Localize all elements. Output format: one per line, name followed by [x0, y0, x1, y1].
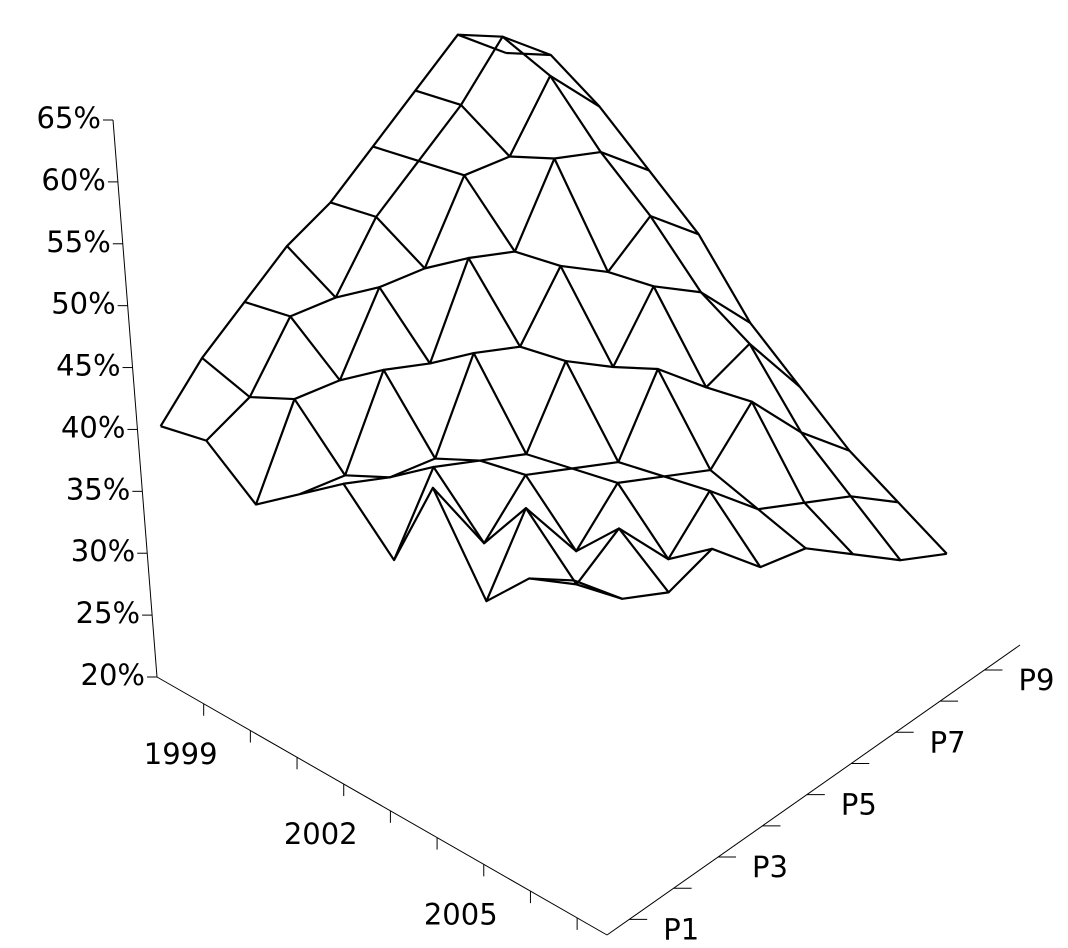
- surface-row: [299, 150, 650, 496]
- surface-column: [506, 51, 948, 555]
- x-tick-label: 1999: [144, 737, 218, 771]
- surface-column: [160, 425, 574, 603]
- z-tick-label: 60%: [41, 163, 105, 197]
- surface-column: [201, 357, 623, 600]
- y-axis: [606, 644, 1021, 936]
- surface-column: [244, 300, 670, 594]
- surface-column: [415, 89, 854, 556]
- z-axis: [112, 119, 158, 678]
- y-tick-label: P1: [663, 912, 699, 946]
- y-tick-label: P3: [752, 850, 788, 884]
- y-tick-label: P7: [930, 725, 966, 759]
- z-tick-label: 30%: [71, 534, 135, 568]
- surface-row: [432, 342, 801, 545]
- z-tick-label: 20%: [81, 658, 145, 692]
- y-tick-label: P9: [1018, 663, 1054, 697]
- y-tick-label: P5: [841, 788, 877, 822]
- z-tick-label: 35%: [66, 472, 130, 506]
- surface-row: [485, 400, 850, 602]
- surface-row: [205, 35, 552, 442]
- z-tick-label: 65%: [37, 101, 101, 135]
- z-tick-label: 50%: [51, 287, 115, 321]
- surface-column: [457, 33, 902, 561]
- z-tick-label: 55%: [46, 225, 110, 259]
- surface-column: [372, 145, 807, 550]
- surface-column: [286, 245, 713, 561]
- z-tick-label: 40%: [61, 410, 125, 444]
- x-tick-label: 2005: [424, 897, 498, 931]
- z-tick-label: 25%: [76, 596, 140, 630]
- z-tick-label: 45%: [56, 349, 120, 383]
- surface-column: [330, 201, 762, 568]
- x-tick-label: 2002: [284, 817, 358, 851]
- x-axis: [156, 676, 608, 936]
- surface-row: [573, 547, 947, 600]
